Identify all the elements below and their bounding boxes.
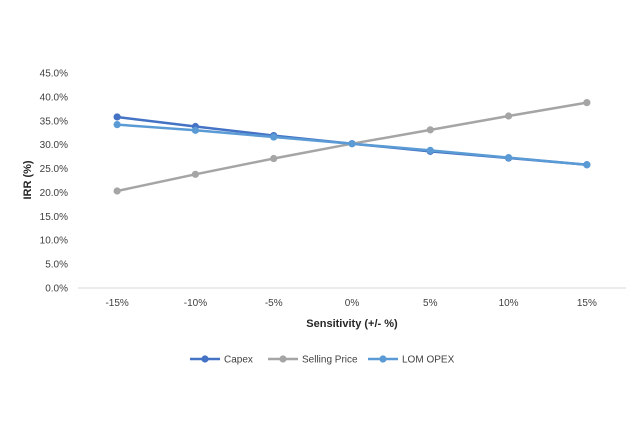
y-tick-label: 20.0% [40,188,68,199]
x-tick-label: -15% [105,298,128,309]
x-tick-label: -5% [265,298,283,309]
data-point [583,99,591,107]
data-point [191,170,200,178]
y-axis-title: IRR (%) [22,160,34,199]
data-point [348,140,356,148]
legend-label: Capex [224,355,253,366]
data-point [270,154,278,163]
data-point [113,113,121,121]
legend-item: Selling Price [268,355,358,366]
legend-item: LOM OPEX [368,355,455,366]
x-tick-label: 10% [499,298,519,309]
x-tick-label: 0% [345,298,360,309]
y-tick-label: 5.0% [45,260,68,271]
legend-swatch-marker [201,355,209,363]
series-lom-opex [113,121,591,169]
x-axis-title: Sensitivity (+/- %) [306,318,398,330]
data-point [191,126,200,134]
y-tick-label: 15.0% [40,212,68,223]
y-tick-label: 25.0% [40,164,68,175]
x-axis-ticks: -15% -10% -5% 0% 5% 10% 15% [105,298,597,309]
data-point [504,153,513,162]
legend: Capex Selling Price LOM OPEX [190,355,455,366]
data-point [113,121,121,129]
legend-label: Selling Price [302,355,358,366]
data-point [426,146,434,154]
y-tick-label: 0.0% [45,284,68,295]
legend-swatch-marker [379,355,387,363]
x-tick-label: -10% [184,298,207,309]
x-tick-label: 5% [423,298,438,309]
y-tick-label: 30.0% [40,140,68,151]
legend-item: Capex [190,355,253,366]
series-group [113,99,591,195]
legend-swatch-marker [279,355,287,363]
y-axis-ticks: 0.0% 5.0% 10.0% 15.0% 20.0% 25.0% 30.0% 35.0% 40… [40,69,68,295]
data-point [113,187,121,195]
data-point [426,126,434,134]
y-tick-label: 40.0% [40,92,68,103]
legend-label: LOM OPEX [402,355,455,366]
y-tick-label: 35.0% [40,116,68,127]
y-tick-label: 45.0% [40,69,68,80]
y-tick-label: 10.0% [40,236,68,247]
x-tick-label: 15% [577,298,597,309]
data-point [270,133,278,141]
data-point [583,161,591,169]
data-point [504,112,513,120]
